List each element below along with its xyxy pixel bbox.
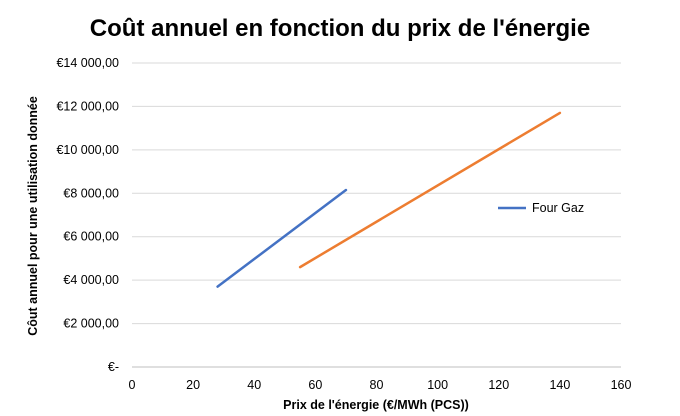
y-tick-label: €10 000,00 [56, 143, 119, 157]
y-tick-label: €- [108, 360, 119, 374]
y-axis-label: Côut annuel pour une utilisation donnée [26, 96, 40, 336]
x-tick-label: 0 [129, 378, 136, 392]
x-tick-label: 160 [611, 378, 632, 392]
y-tick-label: €14 000,00 [56, 56, 119, 70]
gridlines [132, 62, 621, 325]
legend-label: Four Gaz [532, 201, 584, 215]
y-tick-label: €6 000,00 [63, 230, 119, 244]
x-tick-label: 80 [370, 378, 384, 392]
x-tick-label: 40 [247, 378, 261, 392]
series-lines [216, 111, 562, 288]
x-tick-label: 60 [308, 378, 322, 392]
x-tick-label: 120 [488, 378, 509, 392]
x-axis-label: Prix de l'énergie (€/MWh (PCS)) [283, 398, 469, 412]
y-tick-label: €12 000,00 [56, 99, 119, 113]
y-tick-label: €4 000,00 [63, 273, 119, 287]
y-tick-label: €8 000,00 [63, 186, 119, 200]
series-line-2 [298, 111, 562, 269]
x-tick-label: 140 [549, 378, 570, 392]
y-tick-label: €2 000,00 [63, 317, 119, 331]
y-axis-ticks: €- €2 000,00 €4 000,00 €6 000,00 €8 000,00 €1… [56, 56, 119, 374]
x-tick-label: 100 [427, 378, 448, 392]
chart-title: Coût annuel en fonction du prix de l'éne… [90, 15, 590, 42]
legend: Four Gaz [498, 201, 584, 215]
series-line-1 [216, 188, 348, 288]
x-tick-label: 20 [186, 378, 200, 392]
x-axis-ticks: 0 20 40 60 80 100 120 140 160 [129, 378, 632, 392]
